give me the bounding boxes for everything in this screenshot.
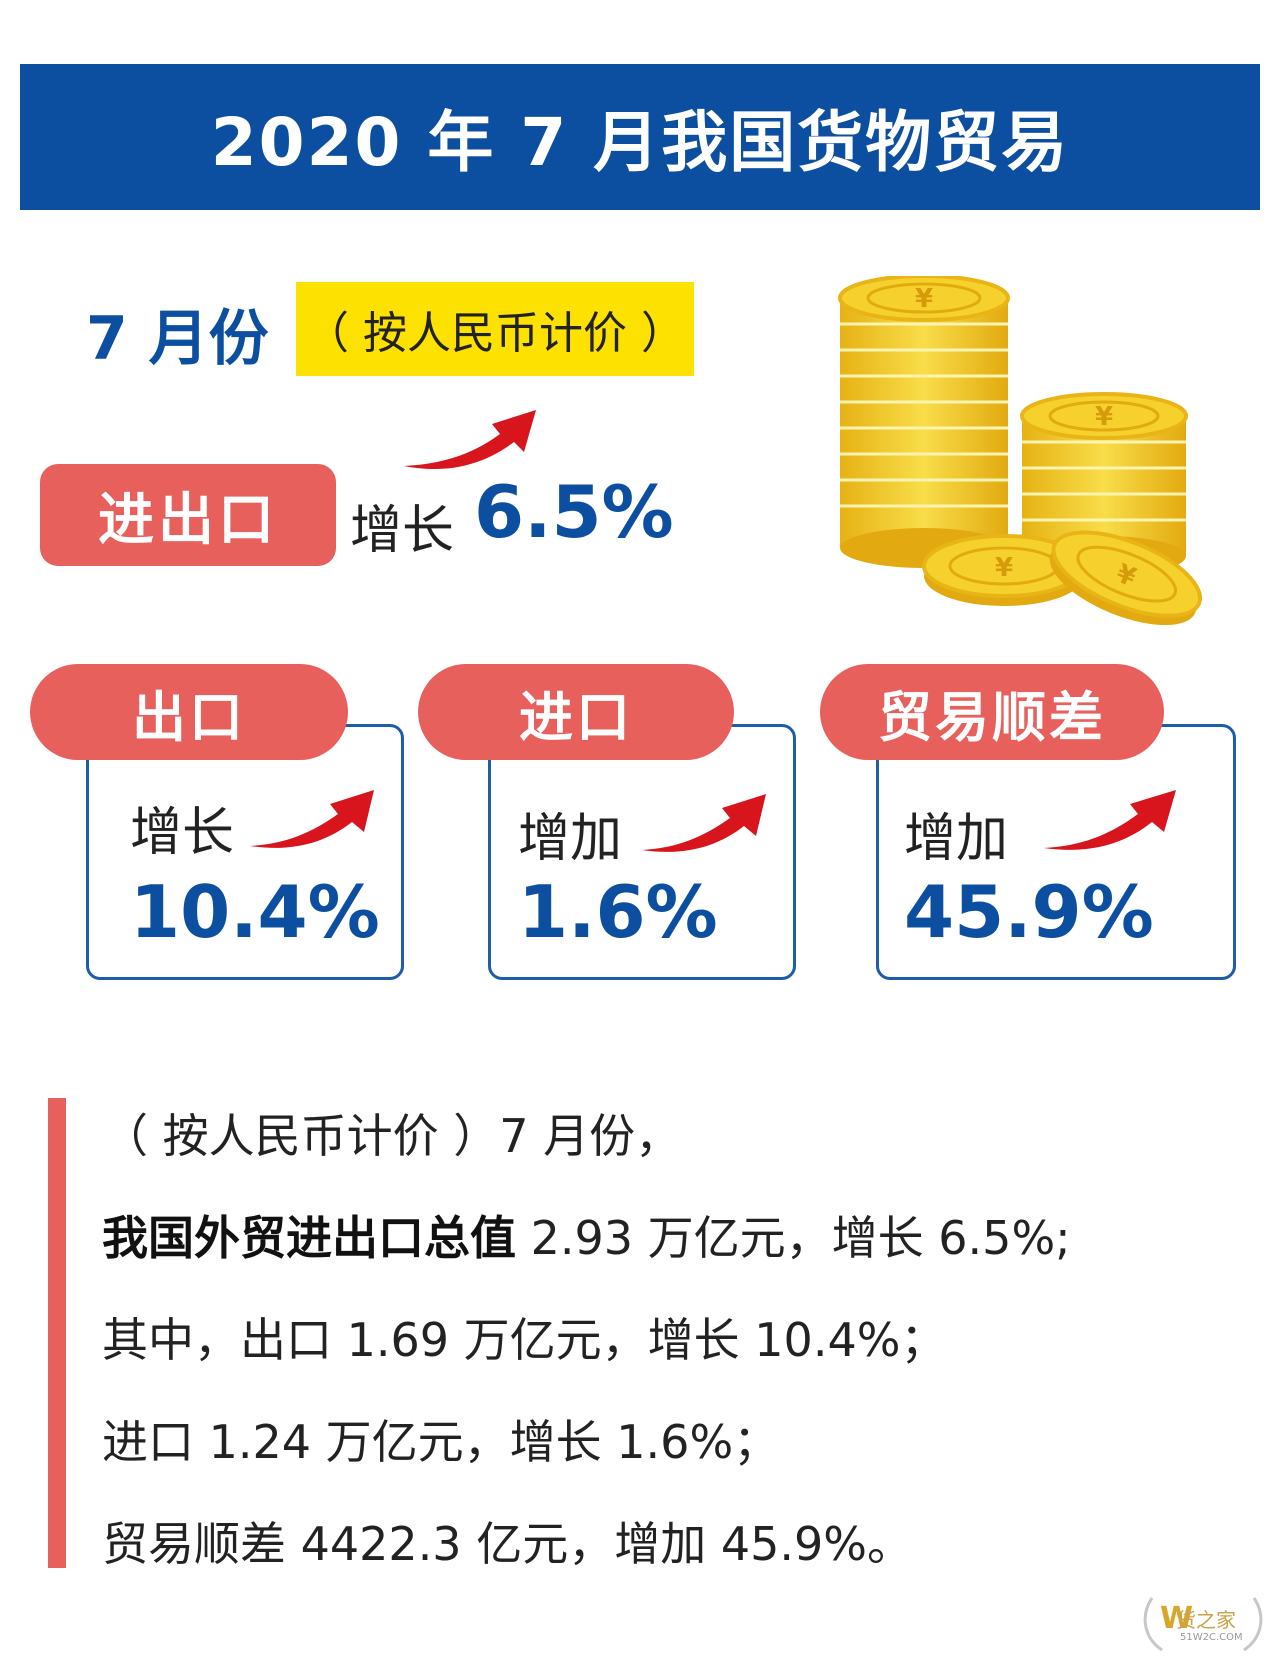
svg-text:¥: ¥: [995, 553, 1013, 583]
svg-text:W: W: [1160, 1601, 1193, 1636]
import-card: [488, 724, 796, 980]
paragraph-accent-bar: [48, 1098, 66, 1568]
month-label: 7 月份: [86, 304, 269, 374]
red-arrow-icon: [642, 794, 766, 852]
paragraph-line-2-rest: 2.93 万亿元，增长 6.5%;: [516, 1211, 1071, 1265]
red-arrow-icon: [404, 410, 536, 469]
trade-surplus-tab: 贸易顺差: [820, 664, 1164, 760]
paragraph-line-2: 我国外贸进出口总值 2.93 万亿元，增长 6.5%;: [102, 1202, 1071, 1268]
paragraph-line-4: 进口 1.24 万亿元，增长 1.6%；: [102, 1415, 780, 1469]
svg-text:¥: ¥: [915, 284, 933, 314]
title-banner: 2020 年 7 月我国货物贸易: [20, 64, 1260, 210]
export-growth-value: 10.4%: [130, 870, 380, 954]
export-card: [86, 724, 404, 980]
total-trade-pill: 进出口: [40, 464, 336, 566]
paragraph-line-3: 其中，出口 1.69 万亿元，增长 10.4%；: [102, 1313, 947, 1367]
import-growth-value: 1.6%: [518, 870, 718, 954]
export-tab: 出口: [30, 664, 348, 760]
watermark-text: 货之家: [1176, 1608, 1236, 1632]
paragraph-line-2-bold: 我国外贸进出口总值: [102, 1211, 516, 1265]
red-arrow-icon: [250, 790, 374, 848]
export-growth-label: 增长: [130, 803, 235, 863]
import-growth-label: 增加: [518, 809, 623, 869]
currency-tag: （ 按人民币计价 ）: [296, 282, 694, 376]
watermark-sub: 51W2C.COM: [1180, 1632, 1243, 1643]
import-tab: 进口: [418, 664, 734, 760]
total-growth-label: 增长: [350, 501, 455, 561]
yuan-coin-stack-icon: ¥ ¥ ¥ ¥: [838, 276, 1203, 626]
total-growth-value: 6.5%: [474, 470, 674, 554]
paragraph-line-1: （ 按人民币计价 ）7 月份，: [102, 1109, 682, 1163]
watermark-logo-icon: W: [1143, 1597, 1263, 1652]
paragraph-line-5: 贸易顺差 4422.3 亿元，增加 45.9%。: [102, 1517, 913, 1571]
red-arrow-icon: [1044, 790, 1176, 850]
svg-text:¥: ¥: [1095, 402, 1113, 432]
trade-surplus-growth-label: 增加: [904, 809, 1009, 869]
trade-surplus-growth-value: 45.9%: [904, 870, 1154, 954]
page-title: 2020 年 7 月我国货物贸易: [210, 104, 1070, 181]
